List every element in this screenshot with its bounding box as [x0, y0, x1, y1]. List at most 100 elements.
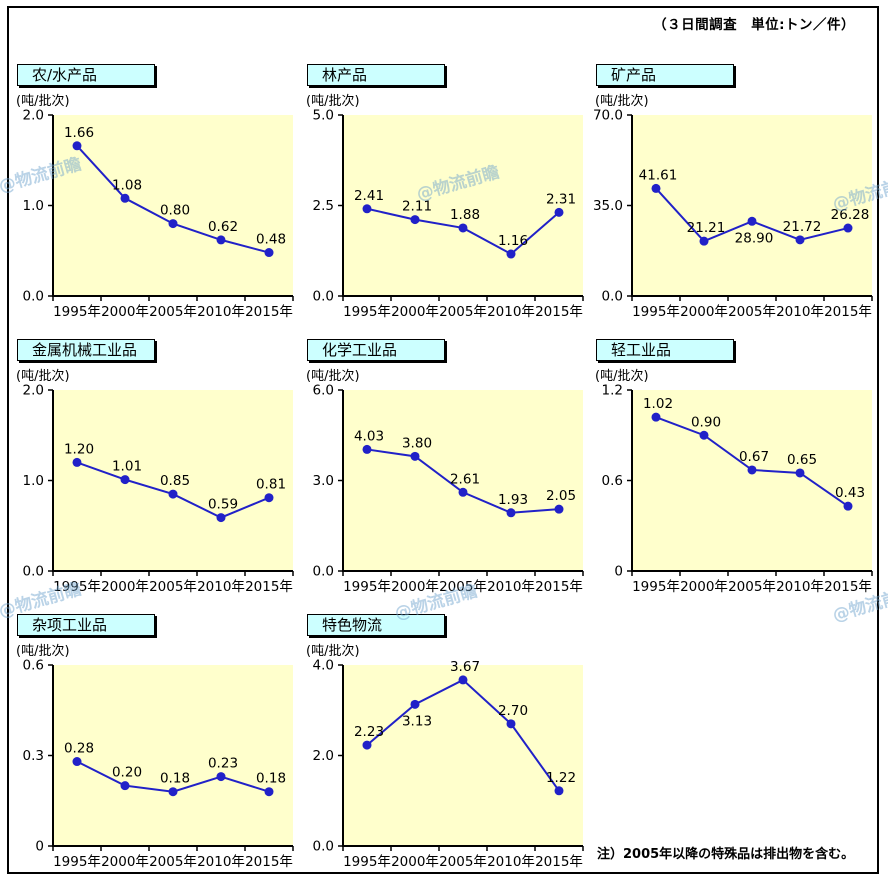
data-value-label: 2.41 [354, 188, 384, 204]
data-point-marker [264, 248, 274, 258]
line-chart-plot: 70.0 35.0 0.0 1995年 2000年 2005年 2010年 2015年 41.6… [594, 108, 873, 320]
data-point-marker [458, 223, 468, 233]
line-chart-plot: 1.2 0.6 0 1995年 2000年 2005年 2010年 2015年 1.02 0.90… [602, 383, 873, 595]
y-axis-unit-label: (吨/批次) [595, 94, 649, 109]
chart-title: 林产品 [322, 66, 368, 84]
y-axis-unit-label: (吨/批次) [16, 644, 70, 659]
data-point-marker [554, 786, 564, 796]
plot-area [632, 390, 872, 571]
data-value-label: 0.43 [835, 485, 865, 501]
chart-title-box: 特色物流 [307, 614, 445, 636]
data-value-label: 1.08 [112, 177, 142, 193]
x-tick-label: 2010年 [776, 579, 824, 595]
y-tick-label: 2.0 [23, 108, 44, 124]
data-value-label: 0.20 [112, 765, 142, 781]
data-value-label: 2.61 [450, 471, 480, 487]
data-point-marker [168, 489, 178, 499]
line-chart-plot: 5.0 2.5 0.0 1995年 2000年 2005年 2010年 2015年 2.41 2.… [313, 108, 584, 320]
data-point-marker [362, 740, 372, 750]
data-value-label: 2.31 [546, 191, 576, 207]
data-point-marker [458, 487, 468, 497]
data-value-label: 0.48 [256, 232, 286, 248]
y-tick-label: 4.0 [313, 658, 334, 674]
x-tick-label: 2005年 [149, 579, 197, 595]
line-chart-plot: 4.0 2.0 0.0 1995年 2000年 2005年 2010年 2015年 2.23 3.… [313, 658, 584, 870]
data-point-marker [699, 430, 709, 440]
data-value-label: 2.05 [546, 488, 576, 504]
x-tick-label: 1995年 [343, 854, 391, 870]
chart-agri-aquatic-products: 农/水产品 (吨/批次) 2.0 1.0 0.0 1995年 2000年 2005年 201… [15, 64, 299, 326]
outer-border [7, 6, 879, 874]
x-tick-label: 2010年 [197, 304, 245, 320]
data-point-marker [458, 675, 468, 685]
y-tick-label: 0.6 [23, 658, 44, 674]
y-axis-unit-label: (吨/批次) [306, 94, 360, 109]
data-point-marker [216, 772, 226, 782]
plot-area [343, 115, 583, 296]
data-point-marker [362, 444, 372, 454]
data-value-label: 21.72 [783, 219, 822, 235]
y-tick-label: 0.0 [313, 839, 334, 855]
chart-title: 农/水产品 [32, 66, 98, 84]
data-point-marker [216, 513, 226, 523]
data-point-marker [795, 235, 805, 245]
data-point-marker [120, 475, 130, 485]
chart-title: 矿产品 [611, 66, 657, 84]
data-value-label: 2.70 [498, 703, 528, 719]
x-tick-label: 2010年 [197, 579, 245, 595]
y-tick-label: 2.0 [23, 383, 44, 399]
data-value-label: 1.02 [643, 396, 673, 412]
data-point-marker [120, 781, 130, 791]
y-tick-label: 0.0 [602, 289, 623, 305]
data-point-marker [651, 183, 661, 193]
y-tick-label: 0.0 [313, 289, 334, 305]
data-point-marker [506, 508, 516, 518]
data-value-label: 0.65 [787, 452, 817, 468]
y-tick-label: 3.0 [313, 473, 334, 489]
data-value-label: 3.67 [450, 659, 480, 675]
data-point-marker [72, 141, 82, 151]
data-value-label: 0.59 [208, 497, 238, 513]
data-point-marker [168, 219, 178, 229]
x-tick-label: 1995年 [632, 579, 680, 595]
data-point-marker [264, 493, 274, 503]
chart-title-box: 化学工业品 [307, 339, 445, 361]
y-tick-label: 0 [614, 564, 623, 580]
x-tick-label: 2010年 [197, 854, 245, 870]
data-point-marker [72, 457, 82, 467]
chart-mineral-products: 矿产品 (吨/批次) 70.0 35.0 0.0 1995年 2000年 2005年 201… [594, 64, 878, 326]
data-value-label: 1.22 [546, 770, 576, 786]
y-tick-label: 0.3 [23, 748, 44, 764]
chart-special-logistics: 特色物流 (吨/批次) 4.0 2.0 0.0 1995年 2000年 2005年 2010… [305, 614, 589, 876]
x-tick-label: 2000年 [680, 304, 728, 320]
chart-title-box: 矿产品 [596, 64, 734, 86]
data-point-marker [554, 504, 564, 514]
y-axis-unit-label: (吨/批次) [595, 369, 649, 384]
x-tick-label: 2015年 [245, 304, 293, 320]
x-tick-label: 1995年 [343, 579, 391, 595]
data-value-label: 0.67 [739, 449, 769, 465]
chart-light-industrial-products: 轻工业品 (吨/批次) 1.2 0.6 0 1995年 2000年 2005年 2010年 2… [594, 339, 878, 601]
y-tick-label: 1.0 [23, 198, 44, 214]
x-tick-label: 2005年 [439, 579, 487, 595]
data-value-label: 1.93 [498, 492, 528, 508]
x-tick-label: 2015年 [535, 304, 583, 320]
chart-title: 金属机械工业品 [32, 341, 138, 359]
x-tick-label: 2005年 [439, 304, 487, 320]
plot-area [53, 115, 293, 296]
line-chart-plot: 6.0 3.0 0.0 1995年 2000年 2005年 2010年 2015年 4.03 3.… [313, 383, 584, 595]
x-tick-label: 2010年 [776, 304, 824, 320]
data-value-label: 1.66 [64, 125, 94, 141]
x-tick-label: 2000年 [680, 579, 728, 595]
y-tick-label: 1.0 [23, 473, 44, 489]
x-tick-label: 2015年 [824, 304, 872, 320]
data-point-marker [554, 207, 564, 217]
data-value-label: 2.23 [354, 724, 384, 740]
data-point-marker [168, 787, 178, 797]
data-value-label: 1.88 [450, 207, 480, 223]
line-chart-plot: 0.6 0.3 0 1995年 2000年 2005年 2010年 2015年 0.28 0.20… [23, 658, 294, 870]
x-tick-label: 2015年 [245, 854, 293, 870]
data-point-marker [506, 249, 516, 259]
x-tick-label: 2005年 [728, 579, 776, 595]
